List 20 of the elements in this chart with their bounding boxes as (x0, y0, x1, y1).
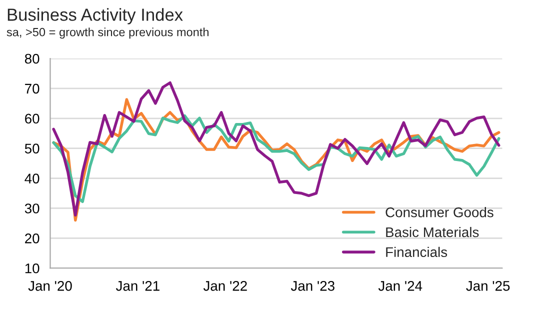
y-tick-label: 30 (24, 204, 40, 214)
y-tick-label: 70 (25, 84, 40, 94)
y-tick-label: 50 (24, 144, 40, 154)
x-tick-label: Jan '24 (378, 280, 422, 291)
y-tick-label: 40 (24, 174, 40, 184)
chart-subtitle: sa, >50 = growth since previous month (6, 28, 208, 39)
y-tick-label: 60 (25, 114, 40, 124)
legend-label: Basic Materials (386, 226, 479, 238)
chart-title: Business Activity Index (8, 8, 183, 24)
x-tick-label: Jan '20 (28, 280, 72, 291)
x-tick-label: Jan '23 (290, 280, 334, 291)
y-tick-label: 10 (25, 263, 40, 274)
x-tick-label: Jan '25 (466, 280, 510, 291)
line-series (52, 81, 500, 217)
x-tick-label: Jan '22 (203, 280, 247, 291)
legend-label: Financials (386, 246, 448, 258)
y-tick-label: 20 (25, 234, 40, 244)
y-tick-label: 80 (24, 54, 40, 64)
legend-label: Consumer Goods (386, 207, 494, 218)
x-tick-label: Jan '21 (116, 280, 160, 291)
